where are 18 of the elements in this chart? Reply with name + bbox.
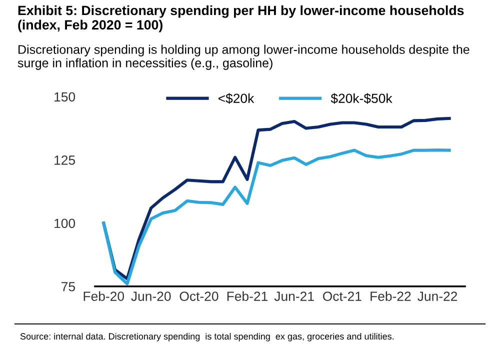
x-tick-label: Oct-21 — [323, 292, 362, 301]
y-tick-label: 75 — [62, 282, 76, 292]
x-tick-label: Jun-20 — [131, 292, 171, 301]
x-tick-label: Oct-20 — [180, 292, 218, 301]
chart-title: Exhibit 5: Discretionary spending per HH by lower-income households (index, Feb 2020 = 100) — [18, 5, 464, 32]
y-tick-label: 100 — [54, 218, 76, 228]
y-tick-label: 125 — [54, 155, 76, 165]
x-tick-label: Feb-22 — [370, 291, 411, 301]
x-tick-label: Jun-22 — [418, 292, 458, 301]
legend-label: <$20k — [218, 93, 254, 104]
y-tick-label: 150 — [54, 92, 76, 102]
source-note: Source: internal data. Discretionary spending is total spending ex gas, groceries and utilities. — [20, 332, 394, 342]
x-tick-label: Jun-21 — [274, 292, 314, 301]
x-tick-label: Feb-21 — [227, 291, 268, 301]
x-tick-label: Feb-20 — [84, 291, 124, 301]
chart-subtitle: Discretionary spending is holding up among lower-income households despite the surge in inflation in necessities (e.g., gasoline) — [18, 44, 470, 70]
legend-label: $20k-$50k — [330, 93, 392, 104]
line-series — [102, 148, 451, 286]
